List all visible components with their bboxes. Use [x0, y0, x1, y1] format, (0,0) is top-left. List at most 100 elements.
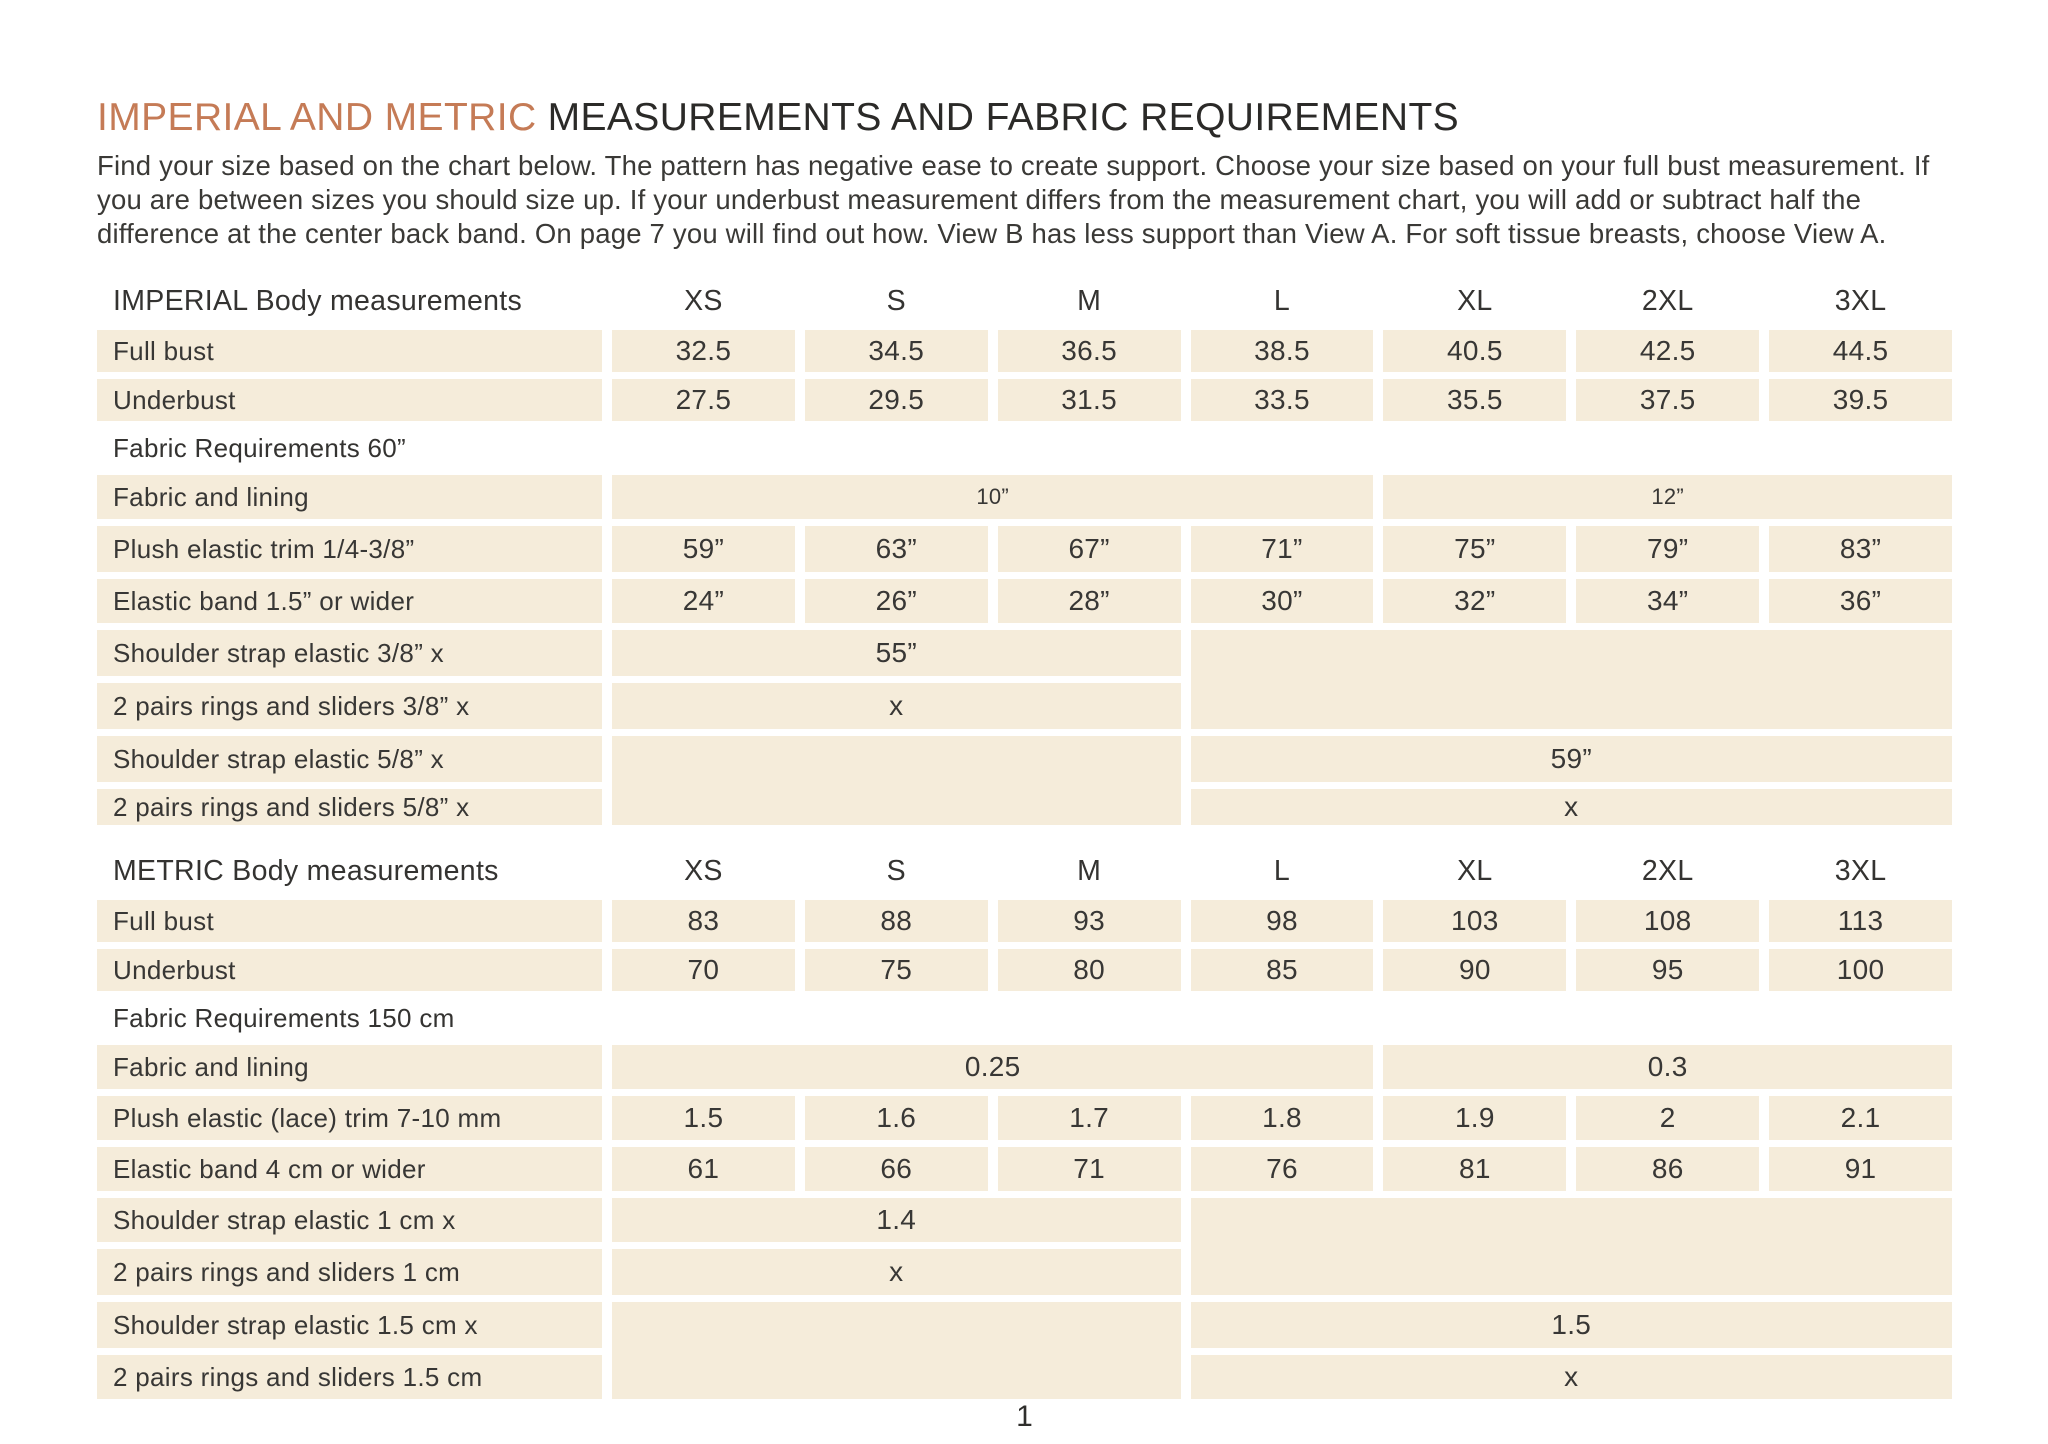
row-label: Underbust [97, 379, 602, 421]
cell-value: 42.5 [1576, 330, 1760, 372]
cell-value: 26” [804, 579, 988, 623]
page-title-rest: MEASUREMENTS AND FABRIC REQUIREMENTS [547, 96, 1460, 139]
row-label: Fabric and lining [97, 475, 602, 519]
cell-value: 44.5 [1769, 330, 1952, 372]
size-column-header: 3XL [1834, 284, 1887, 317]
cell-value: 32.5 [612, 330, 795, 372]
row-label: Elastic band 4 cm or wider [97, 1147, 602, 1191]
row-label: Plush elastic (lace) trim 7-10 mm [97, 1096, 602, 1140]
cell-value: 83” [1769, 526, 1952, 572]
cell-value: 71” [1190, 526, 1374, 572]
merged-cell-value: x [1190, 1355, 1952, 1399]
size-column-header: M [1077, 854, 1102, 887]
row-label: Fabric and lining [97, 1045, 602, 1089]
metric-measurements-table: METRIC Body measurements XS S M L XL 2XL… [97, 849, 1952, 1399]
cell-value: 34” [1576, 579, 1760, 623]
merged-cell-value: 0.3 [1383, 1045, 1952, 1089]
size-column-header: L [1273, 284, 1291, 317]
merged-cell-value: 55” [612, 630, 1181, 676]
merged-cell-value: x [612, 1249, 1181, 1295]
row-label: 2 pairs rings and sliders 1 cm [97, 1249, 602, 1295]
cell-value: 70 [612, 949, 795, 991]
row-label: Underbust [97, 949, 602, 991]
row-label: Shoulder strap elastic 5/8” x [97, 736, 602, 782]
row-label: Full bust [97, 900, 602, 942]
cell-value: 24” [612, 579, 795, 623]
cell-value: 98 [1190, 900, 1374, 942]
cell-value: 35.5 [1383, 379, 1567, 421]
cell-value: 88 [804, 900, 988, 942]
cell-value: 30” [1190, 579, 1374, 623]
size-column-header: 2XL [1641, 284, 1694, 317]
page-number: 1 [1016, 1400, 1033, 1433]
cell-value: 71 [997, 1147, 1181, 1191]
merged-cell-value: 59” [1190, 736, 1952, 782]
size-column-header: 2XL [1641, 854, 1694, 887]
row-label: 2 pairs rings and sliders 5/8” x [97, 789, 602, 825]
merged-cell-value: 12” [1383, 475, 1952, 519]
size-column-header: S [886, 284, 906, 317]
metric-table-title: METRIC Body measurements [113, 854, 499, 887]
page-content: IMPERIAL AND METRIC MEASUREMENTS AND FABR… [97, 96, 1953, 1399]
merged-cell-value: x [612, 683, 1181, 729]
cell-value: 37.5 [1576, 379, 1760, 421]
cell-value: 2 [1576, 1096, 1760, 1140]
cell-value: 79” [1576, 526, 1760, 572]
cell-value: 61 [612, 1147, 795, 1191]
row-label: Plush elastic trim 1/4-3/8” [97, 526, 602, 572]
intro-paragraph: Find your size based on the chart below.… [97, 150, 1930, 249]
fabric-requirements-section-label: Fabric Requirements 150 cm [113, 1002, 455, 1033]
cell-value: 93 [997, 900, 1181, 942]
cell-value: 1.9 [1383, 1096, 1567, 1140]
cell-value: 29.5 [804, 379, 988, 421]
row-label: Shoulder strap elastic 1 cm x [97, 1198, 602, 1242]
page-title-accent: IMPERIAL AND METRIC [97, 96, 537, 139]
cell-value: 100 [1769, 949, 1952, 991]
cell-value: 75 [804, 949, 988, 991]
row-label: 2 pairs rings and sliders 1.5 cm [97, 1355, 602, 1399]
imperial-table-title: IMPERIAL Body measurements [113, 284, 523, 317]
cell-value: 36.5 [997, 330, 1181, 372]
size-column-header: XL [1457, 284, 1493, 317]
cell-value: 33.5 [1190, 379, 1374, 421]
page-title: IMPERIAL AND METRIC MEASUREMENTS AND FABR… [97, 96, 1953, 140]
size-column-header: S [886, 854, 906, 887]
cell-value: 81 [1383, 1147, 1567, 1191]
cell-value: 27.5 [612, 379, 795, 421]
row-label: Elastic band 1.5” or wider [97, 579, 602, 623]
row-label: Shoulder strap elastic 3/8” x [97, 630, 602, 676]
cell-value: 83 [612, 900, 795, 942]
size-column-header: XL [1457, 854, 1493, 887]
cell-value: 90 [1383, 949, 1567, 991]
fabric-requirements-section-label: Fabric Requirements 60” [113, 432, 407, 463]
size-column-header: XS [684, 854, 723, 887]
row-label: 2 pairs rings and sliders 3/8” x [97, 683, 602, 729]
cell-value: 103 [1383, 900, 1567, 942]
cell-value: 85 [1190, 949, 1374, 991]
size-column-header: XS [684, 284, 723, 317]
merged-cell-value: 1.4 [612, 1198, 1181, 1242]
cell-value: 1.6 [804, 1096, 988, 1140]
size-column-header: 3XL [1834, 854, 1887, 887]
cell-value: 34.5 [804, 330, 988, 372]
row-label: Full bust [97, 330, 602, 372]
cell-value: 108 [1576, 900, 1760, 942]
cell-value: 38.5 [1190, 330, 1374, 372]
cell-value: 63” [804, 526, 988, 572]
cell-value: 76 [1190, 1147, 1374, 1191]
imperial-measurements-table: IMPERIAL Body measurements XS S M L XL 2… [97, 279, 1952, 825]
merged-cell-value: x [1190, 789, 1952, 825]
merged-cell-value: 10” [612, 475, 1374, 519]
size-column-header: L [1273, 854, 1291, 887]
cell-value: 2.1 [1769, 1096, 1952, 1140]
cell-value: 1.8 [1190, 1096, 1374, 1140]
cell-value: 66 [804, 1147, 988, 1191]
cell-value: 31.5 [997, 379, 1181, 421]
size-column-header: M [1077, 284, 1102, 317]
cell-value: 28” [997, 579, 1181, 623]
empty-merged-cell [612, 1302, 1181, 1399]
cell-value: 75” [1383, 526, 1567, 572]
cell-value: 1.5 [612, 1096, 795, 1140]
cell-value: 80 [997, 949, 1181, 991]
